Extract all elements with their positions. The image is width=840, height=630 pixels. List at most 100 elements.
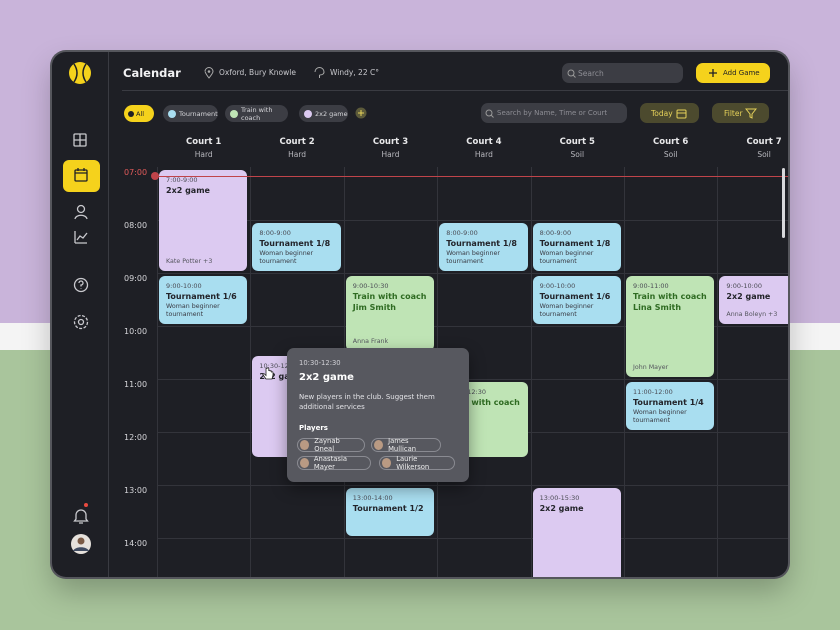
time-label: 13:00 [124,486,148,495]
event-time: 8:00-9:00 [539,229,572,237]
time-label: 14:00 [124,539,148,548]
event-title: Train with coach [633,292,707,301]
chip-dot [230,109,238,118]
event-card[interactable]: 9:00-11:00 Train with coach Lina Smith John… [626,276,715,377]
event-title: 2x2 game [539,504,584,513]
event-person: Kate Potter +3 [166,258,213,265]
grid-col-line [624,167,625,577]
court-name: Court 5 [559,137,595,147]
today-label: Today [651,108,673,118]
event-title: Train with coach [352,292,427,301]
player-chip[interactable]: Laurie Wilkerson [379,455,455,471]
player-chip[interactable]: Anastasia Mayer [297,455,371,471]
event-card[interactable]: 9:00-10:00 2x2 game Anna Boleyn +3 [719,276,788,324]
court-surface: Hard [288,150,307,159]
court-surface: Soil [757,150,771,159]
event-time: 11:00-12:00 [633,388,673,396]
event-card[interactable]: 7:00-9:00 2x2 game Kate Potter +3 [159,170,248,271]
event-card[interactable]: 9:00-10:00 Tournament 1/6 Woman beginner t… [532,276,621,324]
event-card[interactable]: 8:00-9:00 Tournament 1/8 Woman beginner to… [252,223,341,271]
grid-row-line [157,379,788,380]
cursor [262,367,274,380]
filter-chip[interactable]: 2x2 game [299,105,348,122]
chip-label: All [136,109,145,118]
grid-row-line [157,220,788,221]
player-name: Anastasia Mayer [313,455,347,471]
player-name: Zaynab Oneal [314,437,340,453]
event-detail: Woman beginner tournament [259,250,314,265]
player-avatar [382,458,392,468]
grid-row-line [157,538,788,539]
grid-col-line [717,167,719,577]
popover-description: New players in the club. Suggest them ad… [299,393,435,412]
event-title: Tournament 1/6 [166,292,237,301]
court-surface: Soil [570,150,585,159]
current-time-line [155,176,788,177]
event-card[interactable]: 11:00-12:00 Tournament 1/4 Woman beginner … [626,382,715,430]
event-title: 2x2 game [259,371,304,381]
player-avatar [374,440,384,450]
event-title: Tournament 1/2 [352,504,424,513]
court-surface: Hard [474,150,493,159]
filter-chip[interactable]: All [124,105,154,122]
event-person: Anna Frank [352,337,389,345]
search-box[interactable]: Search [562,63,683,83]
event-card[interactable]: 9:00-10:00 Tournament 1/6 Woman beginner t… [159,276,248,324]
players-label: Players [299,424,328,432]
grid-col-line [250,167,252,577]
filter-chip[interactable]: Tournament [163,105,218,122]
event-detail: Woman beginner tournament [539,303,594,318]
filter-icon [745,108,757,119]
time-label: 07:00 [124,168,148,177]
event-title: Train with coach [446,398,520,407]
court-surface: Soil [663,150,678,159]
event-detail: Jim Smith [352,303,396,312]
filter-button[interactable]: Filter [712,103,769,123]
chip-label: Tournament [179,109,218,118]
grid-col-line [530,167,532,577]
time-label: 11:00 [124,380,148,389]
event-time: 9:00-10:30 [352,282,389,290]
event-title: Tournament 1/6 [539,292,611,301]
player-chip[interactable]: James Mullican [371,437,441,453]
grid-search[interactable]: Search by Name, Time or Court [481,103,627,123]
event-detail: Woman beginner tournament [166,303,220,318]
court-name: Court 3 [372,137,409,147]
event-time: 13:00-14:00 [352,494,393,502]
event-card[interactable]: 13:00-15:30 2x2 game [532,488,621,577]
event-title: 2x2 game [726,292,771,301]
grid-row-line [157,273,788,274]
court-surface: Hard [381,150,400,159]
chip-dot [168,109,176,118]
event-popover: 10:30-12:30 2x2 game New players in the … [287,348,469,482]
chip-label: Train with coach [241,105,273,122]
event-time: 10:30-12:30 [259,361,300,370]
chip-label: 2x2 game [315,109,348,118]
schedule-grid: 7:00-9:00 2x2 game Kate Potter +3 9:00-10:0… [157,167,788,577]
event-title: Tournament 1/8 [446,239,517,248]
event-title: 2x2 game [166,186,210,195]
court-name: Court 2 [279,137,315,147]
event-card[interactable]: 8:00-9:00 Tournament 1/8 Woman beginner to… [439,223,528,271]
grid-search-placeholder: Search by Name, Time or Court [497,109,608,117]
location: Oxford, Bury Knowle [219,68,296,77]
grid-row-line [157,326,788,327]
event-title: Tournament 1/4 [633,398,704,407]
player-avatar [300,458,309,468]
add-filter-icon[interactable] [355,107,367,119]
popover-time: 10:30-12:30 [299,359,341,367]
player-chip[interactable]: Zaynab Oneal [297,437,365,453]
event-card[interactable]: 8:00-9:00 Tournament 1/8 Woman beginner to… [532,223,621,271]
event-time: 13:00-15:30 [539,494,580,502]
filter-chip[interactable]: Train with coach [225,105,288,122]
time-label: 08:00 [124,221,148,230]
time-label: 09:00 [124,274,148,283]
add-game-button[interactable]: Add Game [696,63,770,83]
search-icon [485,109,494,118]
time-label: 12:00 [124,433,148,442]
event-card[interactable]: 13:00-14:00 Tournament 1/2 [345,488,435,536]
event-time: 7:00-9:00 [166,176,198,184]
event-card[interactable]: 9:00-10:30 Train with coach Jim Smith Anna … [345,276,435,351]
today-button[interactable]: Today [640,103,699,123]
event-detail: Woman beginner tournament [539,250,594,265]
